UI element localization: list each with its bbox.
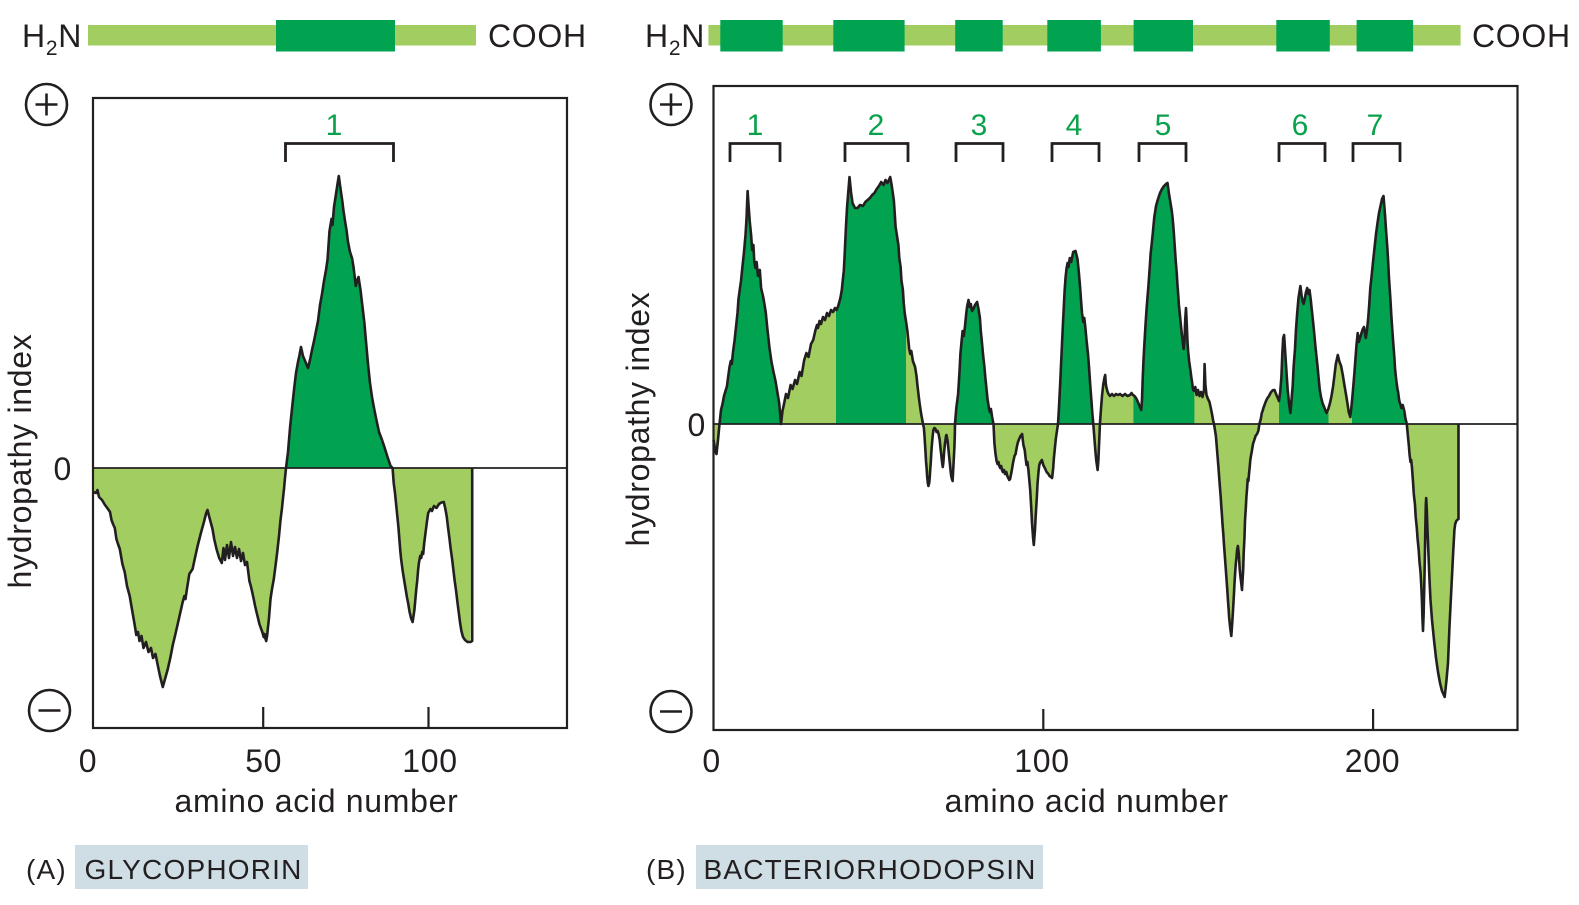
svg-text:100: 100 (1014, 743, 1070, 779)
svg-text:COOH: COOH (1472, 18, 1571, 54)
svg-text:50: 50 (245, 743, 282, 779)
svg-text:0: 0 (688, 407, 707, 443)
svg-text:1: 1 (326, 109, 343, 142)
svg-text:200: 200 (1345, 743, 1401, 779)
svg-text:4: 4 (1066, 109, 1083, 142)
svg-text:amino acid number: amino acid number (174, 783, 458, 819)
svg-text:amino acid number: amino acid number (945, 783, 1229, 819)
svg-text:3: 3 (971, 109, 988, 142)
svg-text:COOH: COOH (488, 18, 587, 54)
svg-text:1: 1 (747, 109, 764, 142)
svg-text:7: 7 (1367, 109, 1384, 142)
svg-text:2: 2 (868, 109, 885, 142)
svg-text:BACTERIORHODOPSIN: BACTERIORHODOPSIN (704, 854, 1037, 885)
svg-text:hydropathy index: hydropathy index (2, 334, 38, 589)
svg-text:hydropathy index: hydropathy index (620, 292, 656, 547)
svg-text:(B): (B) (646, 854, 687, 885)
svg-text:5: 5 (1155, 109, 1172, 142)
svg-text:6: 6 (1292, 109, 1309, 142)
svg-text:GLYCOPHORIN: GLYCOPHORIN (85, 854, 303, 885)
svg-text:0: 0 (702, 743, 721, 779)
svg-text:0: 0 (54, 451, 73, 487)
svg-text:(A): (A) (26, 854, 67, 885)
svg-text:0: 0 (79, 743, 98, 779)
svg-text:100: 100 (402, 743, 458, 779)
svg-text:H2N: H2N (645, 18, 705, 60)
